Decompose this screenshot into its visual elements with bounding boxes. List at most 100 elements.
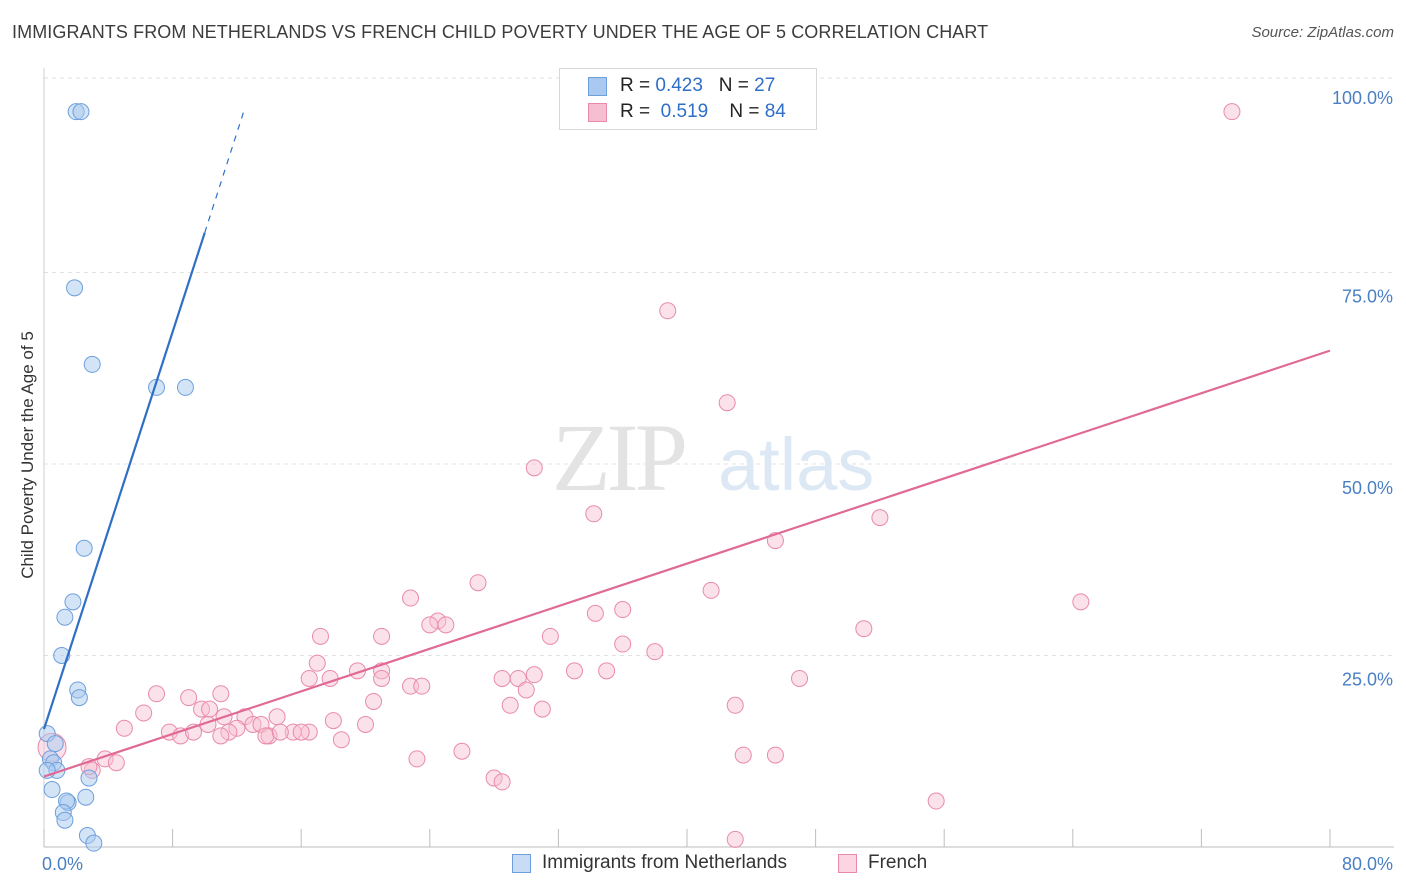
watermark-zip: ZIP [552, 404, 685, 511]
french-point [646, 643, 664, 661]
netherlands-point [83, 355, 101, 373]
french-point [357, 715, 374, 733]
netherlands-points [38, 103, 194, 852]
french-point [115, 719, 133, 737]
french-point [228, 719, 246, 737]
netherlands-point [176, 378, 194, 396]
french-point [565, 662, 583, 680]
french-point [586, 604, 604, 622]
french-point [517, 681, 535, 699]
netherlands-point [66, 279, 84, 297]
french-point [614, 601, 632, 619]
french-point [493, 669, 511, 687]
french-point [437, 616, 455, 634]
french-point [135, 704, 153, 722]
french-point [485, 769, 503, 787]
french-swatch [588, 103, 607, 122]
french-point [927, 792, 945, 810]
french-point [598, 662, 616, 680]
netherlands-trend-extension [204, 107, 246, 233]
source-label: Source: ZipAtlas.com [1251, 24, 1394, 41]
r-label: R = [620, 101, 656, 122]
french-point [148, 685, 166, 703]
french-point [702, 581, 720, 599]
stats-legend: R = 0.423 N = 27 R = 0.519 N = 84 [559, 68, 817, 130]
french-point [324, 712, 342, 730]
tick-labels: 100.0% 75.0% 50.0% 25.0% 0.0% 80.0% [42, 88, 1393, 874]
french-point [402, 589, 420, 607]
french-point [1223, 103, 1241, 121]
n-label: N = [718, 75, 755, 96]
french-point [1072, 593, 1090, 611]
netherlands-point [56, 608, 74, 626]
french-point [501, 696, 519, 714]
french-point [541, 627, 559, 645]
netherlands-trend-line [42, 232, 206, 730]
french-point [365, 692, 383, 710]
french-point [180, 689, 198, 707]
french-trend-line [43, 349, 1331, 778]
netherlands-point [75, 539, 93, 557]
netherlands-point [56, 811, 74, 829]
french-point [525, 666, 543, 684]
french-point [585, 505, 603, 523]
netherlands-point [77, 788, 95, 806]
french-point [421, 616, 439, 634]
netherlands-point [43, 781, 61, 799]
y-tick-label: 25.0% [1342, 670, 1393, 690]
french-point [855, 620, 873, 638]
chart-title: IMMIGRANTS FROM NETHERLANDS VS FRENCH CH… [12, 22, 989, 42]
legend-label-netherlands: Immigrants from Netherlands [542, 852, 787, 873]
french-point [726, 830, 744, 848]
french-point [453, 742, 471, 760]
french-point [614, 635, 632, 653]
french-point [726, 696, 744, 714]
french-point [734, 746, 752, 764]
french-point [493, 773, 511, 791]
french-point [212, 685, 230, 703]
netherlands-point [85, 834, 103, 852]
r-value: 0.423 [655, 75, 703, 96]
french-point [871, 509, 889, 527]
french-point [373, 627, 391, 645]
y-tick-label: 100.0% [1332, 88, 1393, 108]
french-point [469, 574, 487, 592]
french-point [408, 750, 426, 768]
r-label: R = [620, 75, 656, 96]
french-point [107, 754, 125, 772]
french-point [201, 700, 219, 718]
netherlands-point [80, 769, 98, 787]
y-tick-label: 75.0% [1342, 287, 1393, 307]
netherlands-point [70, 689, 88, 707]
french-point [257, 727, 275, 745]
french-legend-swatch [838, 854, 857, 873]
french-point [509, 669, 527, 687]
french-point [525, 459, 543, 477]
netherlands-legend-swatch [512, 854, 531, 873]
french-point [791, 669, 809, 687]
n-value: 84 [764, 101, 786, 122]
french-point [718, 394, 736, 412]
grid-lines [44, 77, 1394, 656]
french-point [220, 723, 238, 741]
french-point [766, 746, 784, 764]
french-point [659, 302, 677, 320]
n-value: 27 [754, 75, 776, 96]
axes [43, 68, 1394, 848]
french-point [533, 700, 551, 718]
legend-label-french: French [868, 852, 928, 873]
french-point [212, 727, 230, 745]
x-tick-label: 80.0% [1342, 854, 1393, 874]
netherlands-point [72, 103, 90, 121]
netherlands-point [46, 735, 64, 753]
french-point [268, 708, 286, 726]
n-label: N = [729, 101, 765, 122]
r-value: 0.519 [660, 101, 709, 122]
french-point [332, 731, 350, 749]
french-point [413, 677, 431, 695]
french-point [311, 627, 329, 645]
netherlands-point [64, 593, 82, 611]
x-tick-label: 0.0% [42, 854, 83, 874]
watermark-atlas: atlas [718, 423, 874, 506]
